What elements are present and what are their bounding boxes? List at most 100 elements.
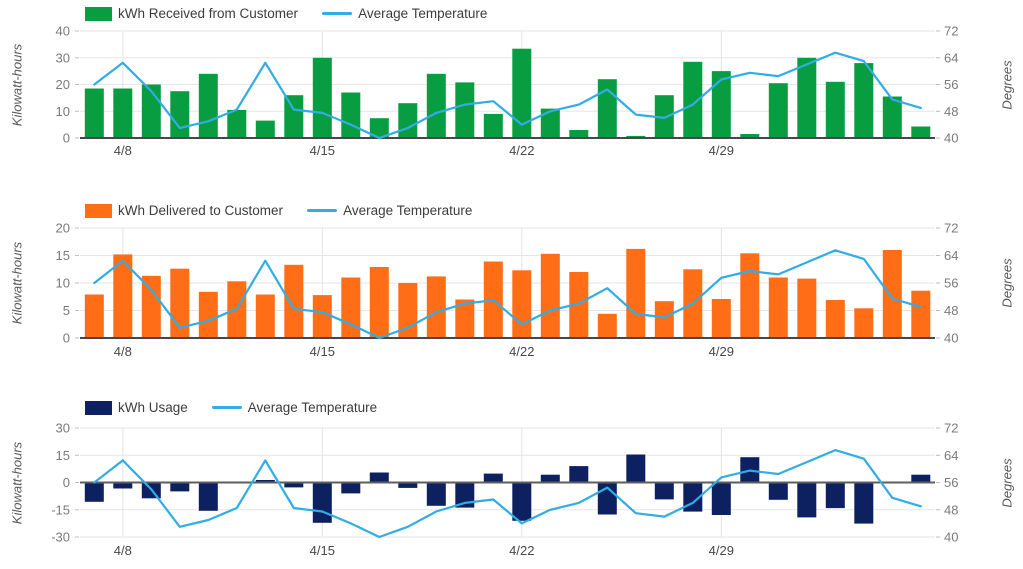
legend-usage: kWh Usage Average Temperature: [85, 400, 377, 415]
left-axis-title: Kilowatt-hours: [9, 441, 25, 525]
bar-4/27: [654, 482, 674, 500]
left-tick-label: 0: [63, 331, 70, 346]
bar-4/21: [483, 113, 503, 138]
bar-4/22: [512, 270, 532, 338]
bar-4/22: [512, 482, 532, 521]
left-tick-label: 0: [63, 475, 70, 490]
bar-5/3: [825, 81, 845, 138]
x-tick-label: 4/15: [310, 344, 335, 359]
x-tick-label: 4/29: [709, 543, 734, 558]
right-tick-label: 48: [944, 502, 958, 517]
temperature-line: [93, 448, 922, 539]
bar-4/24: [569, 130, 589, 138]
x-tick-label: 4/15: [310, 143, 335, 158]
plot-area-usage: -30 -15 0 15 30 40 48 56 64 72 4/8 4/15 4/22 4/29: [51, 421, 958, 559]
bar-4/23: [540, 253, 560, 338]
bar-4/9: [141, 275, 161, 338]
right-axis-title: Degrees: [999, 458, 1015, 508]
left-tick-label: -15: [51, 502, 70, 517]
right-tick-label: 40: [944, 530, 958, 545]
bar-4/10: [170, 91, 190, 138]
right-tick-label: 48: [944, 303, 958, 318]
bar-legend-swatch-icon: [85, 203, 112, 218]
right-tick-label: 72: [944, 421, 958, 436]
bar-4/30: [740, 253, 760, 338]
bar-4/15: [312, 295, 332, 338]
bar-4/14: [284, 95, 304, 138]
bar-4/16: [341, 92, 361, 138]
x-tick-label: 4/22: [509, 543, 534, 558]
right-tick-label: 56: [944, 77, 958, 92]
bar-4/26: [626, 248, 646, 338]
bar-4/23: [540, 108, 560, 138]
bar-4/21: [483, 473, 503, 483]
bar-4/27: [654, 301, 674, 338]
right-tick-label: 56: [944, 475, 958, 490]
bar-4/17: [369, 267, 389, 338]
left-axis-title: Kilowatt-hours: [9, 43, 25, 127]
bar-4/19: [426, 276, 446, 338]
bar-4/7: [84, 88, 104, 138]
left-tick-label: 0: [63, 131, 70, 146]
bar-5/4: [854, 308, 874, 338]
bar-legend-label: kWh Usage: [118, 400, 188, 415]
bar-5/6: [911, 474, 931, 483]
legend-delivered: kWh Delivered to Customer Average Temper…: [85, 203, 472, 218]
right-axis-title: Degrees: [999, 60, 1015, 110]
bar-5/1: [768, 482, 788, 500]
bar-5/5: [882, 250, 902, 338]
left-tick-label: 15: [56, 448, 70, 463]
x-tick-label: 4/22: [509, 143, 534, 158]
bar-4/13: [255, 120, 275, 138]
bar-4/22: [512, 48, 532, 139]
left-tick-label: 10: [56, 104, 70, 119]
bar-4/7: [84, 482, 104, 502]
bar-4/28: [683, 61, 703, 138]
chart-kwh-received: kWh Received from Customer Average Tempe…: [0, 0, 1023, 190]
bar-4/26: [626, 454, 646, 483]
bar-4/19: [426, 482, 446, 506]
bar-5/1: [768, 277, 788, 338]
bar-4/11: [198, 291, 218, 338]
line-legend-label: Average Temperature: [343, 203, 473, 218]
right-tick-label: 40: [944, 331, 958, 346]
bar-4/17: [369, 118, 389, 138]
chart-kwh-usage: kWh Usage Average Temperature Kilowatt-h…: [0, 380, 1023, 569]
bar-5/1: [768, 83, 788, 138]
line-legend-swatch-icon: [322, 12, 353, 15]
bar-4/30: [740, 134, 760, 138]
bar-4/19: [426, 73, 446, 138]
bar-4/23: [540, 474, 560, 483]
plot-area-received: 0 10 20 30 40 40 48 56 64 72 4/8 4/15 4/22 4/29: [56, 24, 959, 159]
bar-4/8: [113, 254, 133, 338]
right-tick-label: 56: [944, 276, 958, 291]
bar-4/14: [284, 482, 304, 488]
line-legend-swatch-icon: [307, 209, 338, 212]
x-tick-label: 4/29: [709, 344, 734, 359]
line-legend-label: Average Temperature: [247, 400, 378, 415]
bar-5/6: [911, 126, 931, 138]
temperature-line: [93, 249, 922, 340]
bar-5/4: [854, 482, 874, 524]
legend-received: kWh Received from Customer Average Tempe…: [85, 6, 487, 21]
line-legend-label: Average Temperature: [358, 6, 488, 21]
bar-4/14: [284, 264, 304, 338]
bar-4/29: [711, 71, 731, 138]
right-tick-label: 64: [944, 50, 958, 65]
plot-area-delivered: 0 5 10 15 20 40 48 56 64 72 4/8 4/15 4/22 4/29: [56, 221, 959, 360]
bar-4/20: [455, 82, 475, 138]
bar-4/8: [113, 88, 133, 138]
bar-4/18: [398, 482, 418, 488]
x-tick-label: 4/8: [114, 143, 132, 158]
left-tick-label: 30: [56, 421, 70, 436]
left-tick-label: -30: [51, 530, 70, 545]
right-tick-label: 48: [944, 104, 958, 119]
bar-4/11: [198, 482, 218, 511]
bar-legend-swatch-icon: [85, 400, 112, 415]
bar-4/24: [569, 272, 589, 338]
left-tick-label: 15: [56, 248, 70, 263]
bar-5/4: [854, 63, 874, 138]
right-axis-title: Degrees: [999, 258, 1015, 308]
bar-4/25: [597, 79, 617, 138]
bar-4/27: [654, 95, 674, 138]
